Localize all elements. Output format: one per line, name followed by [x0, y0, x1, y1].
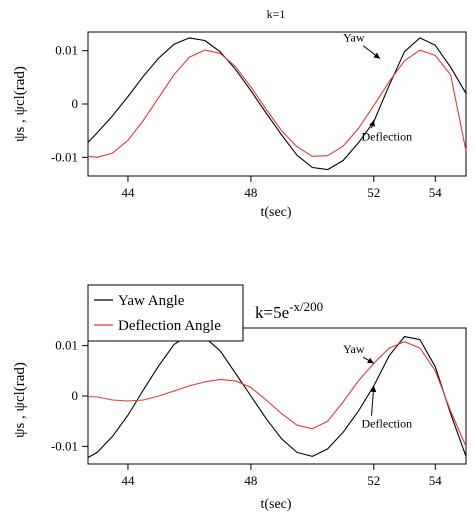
series-line-deflection — [87, 341, 467, 447]
x-tick-label: 44 — [121, 185, 135, 200]
annotation-arrowhead — [370, 385, 377, 393]
annotation-arrowhead — [369, 120, 376, 127]
x-tick-label: 48 — [244, 473, 257, 488]
series-line-yaw — [87, 333, 467, 458]
series-line-deflection — [87, 49, 467, 158]
plot-frame — [87, 31, 467, 177]
title-superscript: -x/200 — [289, 299, 323, 314]
y-tick-label: -0.01 — [51, 149, 78, 164]
y-tick-label: 0 — [72, 388, 79, 403]
chart-title: k=5e-x/200 — [255, 299, 323, 322]
annotation-deflection: Deflection — [362, 417, 413, 431]
chart-panel-k-decay: k=5e-x/200 44 48 52 54 0.01 0 -0.01 Yaw Deflect… — [12, 284, 467, 512]
series-line-yaw — [87, 37, 467, 171]
annotation-deflection: Deflection — [362, 129, 413, 143]
x-tick-label: 54 — [429, 473, 443, 488]
tick-layer: 44 48 52 54 0.01 0 -0.01 — [51, 43, 442, 200]
legend-label-yaw: Yaw Angle — [118, 293, 185, 309]
legend-box — [87, 284, 244, 342]
y-tick-label: 0.01 — [55, 43, 78, 58]
x-tick-label: 48 — [244, 185, 257, 200]
x-tick-label: 54 — [429, 185, 443, 200]
y-axis-label: ψs , ψcl(rad) — [12, 362, 28, 438]
annotation-arrowhead — [373, 52, 380, 59]
y-axis-label: ψs , ψcl(rad) — [12, 66, 28, 142]
chart-panel-k1: k=1 44 48 52 54 0.01 0 -0.01 Yaw Deflection t(s… — [12, 7, 467, 220]
annotation-yaw: Yaw — [343, 342, 365, 356]
x-tick-label: 52 — [367, 473, 380, 488]
x-axis-label: t(sec) — [260, 497, 291, 512]
y-tick-label: 0 — [72, 96, 79, 111]
x-tick-label: 52 — [367, 185, 380, 200]
plot-frame — [87, 327, 467, 465]
chart-title: k=1 — [267, 7, 286, 21]
annotation-yaw: Yaw — [343, 31, 365, 45]
tick-layer: 44 48 52 54 0.01 0 -0.01 — [51, 338, 442, 488]
x-tick-label: 44 — [121, 473, 135, 488]
series-layer — [87, 333, 467, 458]
series-layer — [87, 37, 467, 171]
x-axis-label: t(sec) — [260, 205, 291, 220]
legend: Yaw Angle Deflection Angle — [87, 284, 244, 342]
legend-label-deflection: Deflection Angle — [118, 318, 221, 334]
y-tick-label: -0.01 — [51, 438, 78, 453]
title-base: k=5e — [255, 303, 289, 322]
annotation-layer: Yaw Deflection — [343, 342, 412, 431]
y-tick-label: 0.01 — [55, 338, 78, 353]
annotation-layer: Yaw Deflection — [343, 31, 412, 144]
annotation-arrowhead — [367, 357, 374, 364]
